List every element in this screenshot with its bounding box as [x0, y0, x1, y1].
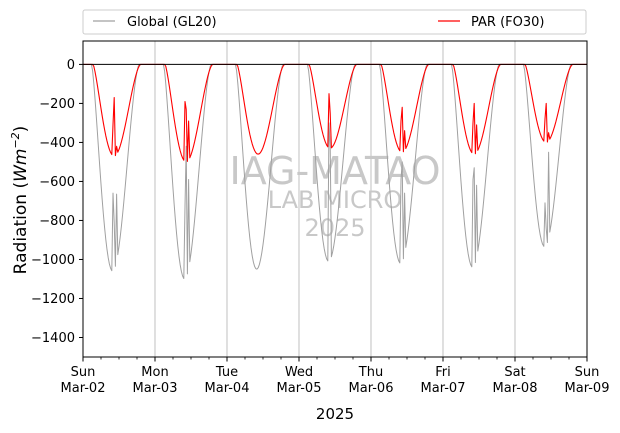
- x-tick-date-3: Mar-05: [277, 381, 322, 396]
- y-tick-label-2: −400: [39, 136, 75, 151]
- legend-label-par: PAR (FO30): [471, 15, 544, 30]
- x-tick-date-5: Mar-07: [421, 381, 466, 396]
- x-tick-date-6: Mar-08: [493, 381, 538, 396]
- legend-frame: [82, 9, 587, 35]
- grid: [154, 41, 516, 357]
- y-tick-label-7: −1400: [31, 331, 75, 346]
- legend-label-global: Global (GL20): [127, 15, 217, 30]
- x-tick-date-0: Mar-02: [61, 381, 106, 396]
- y-tick-label-5: −1000: [31, 253, 75, 268]
- x-axis-label: 2025: [316, 405, 354, 423]
- x-tick-day-3: Wed: [285, 365, 313, 380]
- x-tick-date-4: Mar-06: [349, 381, 394, 396]
- y-tick-label-4: −800: [39, 214, 75, 229]
- watermark-line-1: LAB MICRO: [268, 186, 403, 214]
- x-tick-date-1: Mar-03: [133, 381, 178, 396]
- watermark-line-0: IAG-MATAO: [229, 149, 440, 193]
- x-tick-date-7: Mar-09: [565, 381, 610, 396]
- series-line-par: [83, 63, 587, 162]
- x-axis: SunMar-02MonMar-03TueMar-04WedMar-05ThuM…: [61, 357, 610, 396]
- y-tick-label-0: 0: [67, 58, 75, 73]
- x-tick-day-5: Fri: [435, 365, 451, 380]
- y-tick-label-1: −200: [39, 97, 75, 112]
- x-tick-day-6: Sat: [504, 365, 525, 380]
- y-tick-label-6: −1200: [31, 292, 75, 307]
- legend: Global (GL20) PAR (FO30): [82, 9, 587, 35]
- x-tick-day-0: Sun: [71, 365, 96, 380]
- x-tick-date-2: Mar-04: [205, 381, 250, 396]
- y-axis-label: Radiation (Wm−2): [9, 126, 31, 275]
- x-tick-day-4: Thu: [358, 365, 383, 380]
- x-tick-day-2: Tue: [215, 365, 238, 380]
- y-axis: 0 −200 −400 −600 −800 −1000 −1200 −1400: [31, 58, 83, 346]
- y-tick-label-3: −600: [39, 175, 75, 190]
- x-tick-day-7: Sun: [575, 365, 600, 380]
- x-tick-day-1: Mon: [141, 365, 168, 380]
